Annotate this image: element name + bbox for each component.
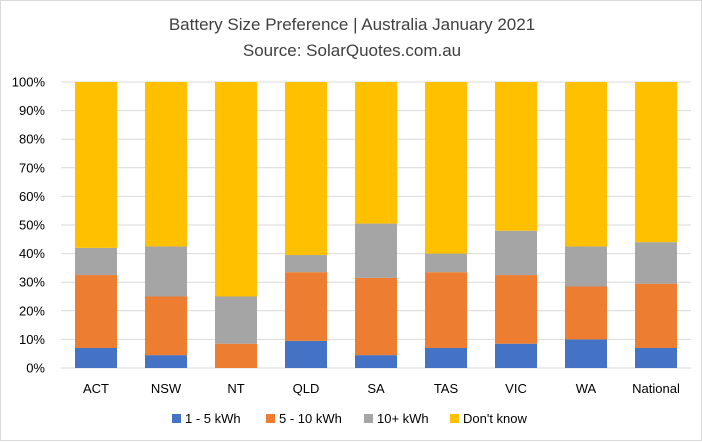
bar-segment <box>75 82 117 248</box>
bar-segment <box>495 82 537 231</box>
bar-segment <box>355 82 397 224</box>
bar-segment <box>215 296 257 344</box>
legend-swatch <box>450 414 459 423</box>
y-tick-label: 90% <box>19 103 45 118</box>
y-axis-labels: 0% 10% 20% 30% 40% 50% 60% 70% 80% 90% 100% <box>12 75 46 376</box>
y-tick-label: 10% <box>19 332 45 347</box>
legend: 1 - 5 kWh 5 - 10 kWh 10+ kWh Don't know <box>172 411 528 426</box>
legend-label: 5 - 10 kWh <box>279 411 342 426</box>
bar-segment <box>425 347 467 368</box>
y-tick-label: 40% <box>19 246 45 261</box>
bars <box>75 82 677 368</box>
bar-segment <box>495 230 537 276</box>
bar-segment <box>75 347 117 368</box>
bar-segment <box>565 82 607 247</box>
bar-segment <box>75 275 117 348</box>
legend-swatch <box>172 414 181 423</box>
x-tick-label: QLD <box>293 381 320 396</box>
bar-segment <box>355 223 397 278</box>
x-tick-label: VIC <box>505 381 527 396</box>
legend-label: 10+ kWh <box>377 411 429 426</box>
bar-segment <box>565 246 607 287</box>
x-tick-label: WA <box>576 381 597 396</box>
bar-segment <box>215 82 257 297</box>
bar-segment <box>565 339 607 368</box>
bar-segment <box>75 247 117 276</box>
bar-segment <box>145 82 187 247</box>
bar-segment <box>145 296 187 356</box>
bar-segment <box>635 82 677 243</box>
bar-segment <box>635 347 677 368</box>
x-tick-label: ACT <box>83 381 109 396</box>
bar-segment <box>215 343 257 368</box>
bar-segment <box>425 82 467 254</box>
bar-segment <box>425 272 467 348</box>
bar-segment <box>565 286 607 340</box>
bar-segment <box>285 272 327 341</box>
bar-segment <box>635 242 677 284</box>
chart-title: Battery Size Preference | Australia Janu… <box>169 15 535 34</box>
x-tick-label: NSW <box>151 381 182 396</box>
bar-segment <box>145 355 187 368</box>
x-tick-label: National <box>632 381 680 396</box>
x-axis-labels: ACT NSW NT QLD SA TAS VIC WA National <box>83 381 680 396</box>
legend-label: 1 - 5 kWh <box>185 411 241 426</box>
x-tick-label: NT <box>227 381 244 396</box>
chart-subtitle: Source: SolarQuotes.com.au <box>243 41 461 60</box>
y-tick-label: 0% <box>26 361 45 376</box>
legend-label: Don't know <box>463 411 528 426</box>
y-tick-label: 80% <box>19 132 45 147</box>
bar-segment <box>355 355 397 368</box>
y-tick-label: 70% <box>19 160 45 175</box>
bar-segment <box>285 340 327 368</box>
y-tick-label: 100% <box>12 75 46 90</box>
y-tick-label: 20% <box>19 303 45 318</box>
bar-segment <box>425 253 467 273</box>
bar-segment <box>145 246 187 297</box>
y-tick-label: 50% <box>19 218 45 233</box>
x-tick-label: SA <box>367 381 385 396</box>
y-tick-label: 60% <box>19 189 45 204</box>
bar-segment <box>495 343 537 368</box>
bar-segment <box>285 82 327 256</box>
y-tick-label: 30% <box>19 275 45 290</box>
legend-swatch <box>266 414 275 423</box>
bar-segment <box>355 277 397 356</box>
bar-segment <box>495 275 537 344</box>
x-tick-label: TAS <box>434 381 459 396</box>
legend-swatch <box>364 414 373 423</box>
bar-segment <box>285 255 327 273</box>
bar-segment <box>635 283 677 348</box>
